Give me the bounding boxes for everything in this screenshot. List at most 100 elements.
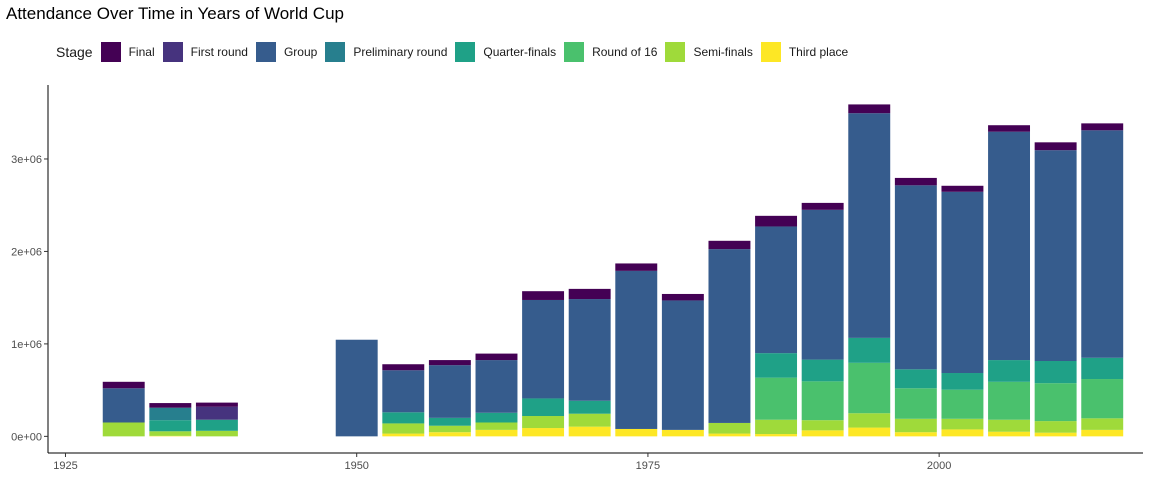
bar-1930-final [102, 381, 145, 389]
bar-2014-group [1081, 130, 1124, 358]
bar-1986-semi-finals [755, 419, 798, 435]
bar-1934-final [149, 403, 192, 408]
bar-1994-third-place [848, 427, 891, 437]
bar-2014-round-of-16 [1081, 379, 1124, 419]
legend-item-quarter-finals: Quarter-finals [455, 42, 556, 62]
bar-1966-final [522, 291, 565, 300]
bar-1990-semi-finals [801, 420, 844, 431]
bar-2002-semi-finals [941, 418, 984, 430]
bar-1970-final [568, 288, 611, 300]
bar-1998-quarter-finals [894, 369, 937, 389]
legend-label-semi-finals: Semi-finals [693, 45, 753, 59]
bar-2006-quarter-finals [988, 360, 1031, 382]
legend-item-first-round: First round [162, 42, 248, 62]
bar-2014-final [1081, 123, 1124, 131]
bar-1962-semi-finals [475, 422, 518, 430]
x-tick-label: 1950 [344, 460, 368, 472]
bar-1962-group [475, 360, 518, 413]
y-tick-label: 1e+06 [11, 339, 42, 351]
bar-2010-quarter-finals [1034, 361, 1077, 384]
x-tick-label: 1925 [53, 460, 77, 472]
bar-1962-third-place [475, 429, 518, 437]
bar-1962-final [475, 353, 518, 361]
x-tick-label: 2000 [927, 460, 951, 472]
y-tick-label: 0e+00 [11, 431, 42, 443]
bar-1958-quarter-finals [428, 417, 471, 426]
bar-1934-quarter-finals [149, 420, 192, 432]
bar-2002-round-of-16 [941, 389, 984, 419]
y-tick-label: 3e+06 [11, 154, 42, 166]
bar-2002-final [941, 185, 984, 192]
bar-1966-group [522, 299, 565, 399]
bar-1962-quarter-finals [475, 412, 518, 423]
bar-1934-preliminary-round [149, 407, 192, 421]
bar-2002-quarter-finals [941, 373, 984, 390]
bar-1958-group [428, 365, 471, 418]
legend-label-quarter-finals: Quarter-finals [483, 45, 557, 59]
bar-1998-final [894, 177, 937, 186]
bar-1954-semi-finals [382, 423, 425, 434]
x-tick-label: 1975 [636, 460, 660, 472]
legend-label-round-of-16: Round of 16 [592, 45, 658, 59]
legend-swatch-quarter-finals [455, 42, 476, 62]
bar-2010-final [1034, 142, 1077, 151]
bar-1990-final [801, 202, 844, 210]
bar-2002-group [941, 191, 984, 374]
bar-2010-round-of-16 [1034, 383, 1077, 422]
bar-1998-third-place [894, 432, 937, 437]
legend: Stage Final First round Group Preliminary r… [56, 40, 856, 64]
legend-items: Final First round Group Preliminary round Qu… [100, 42, 857, 62]
legend-label-preliminary-round: Preliminary round [353, 45, 448, 59]
bar-1998-group [894, 185, 937, 370]
bar-1938-quarter-finals [195, 419, 238, 431]
legend-item-round-of-16: Round of 16 [564, 42, 657, 62]
bar-1982-group [708, 249, 751, 423]
bar-1978-group [661, 300, 704, 430]
legend-title: Stage [56, 44, 93, 60]
bar-1986-group [755, 226, 798, 354]
bar-1930-semi-finals [102, 422, 145, 437]
bar-1982-semi-finals [708, 422, 751, 434]
legend-swatch-third-place [760, 42, 781, 62]
bar-1978-final [661, 293, 704, 301]
legend-item-final: Final [100, 42, 155, 62]
bar-1990-quarter-finals [801, 359, 844, 382]
bar-1966-third-place [522, 428, 565, 437]
bar-1974-group [615, 270, 658, 429]
bar-1958-third-place [428, 432, 471, 437]
bar-1970-quarter-finals [568, 400, 611, 414]
legend-item-group: Group [255, 42, 318, 62]
bar-1938-semi-finals [195, 430, 238, 437]
bar-1938-final [195, 402, 238, 407]
bar-2006-semi-finals [988, 419, 1031, 432]
bar-2006-round-of-16 [988, 381, 1031, 420]
bar-2010-group [1034, 150, 1077, 361]
legend-swatch-round-of-16 [564, 42, 585, 62]
legend-item-preliminary-round: Preliminary round [325, 42, 447, 62]
legend-item-semi-finals: Semi-finals [665, 42, 753, 62]
bar-1978-third-place [661, 429, 704, 437]
bar-1986-final [755, 215, 798, 227]
bar-1954-quarter-finals [382, 412, 425, 424]
bar-1958-final [428, 360, 471, 366]
bar-2014-third-place [1081, 429, 1124, 437]
bar-2006-final [988, 125, 1031, 132]
bar-1938-first-round [195, 406, 238, 420]
bar-1970-third-place [568, 426, 611, 437]
legend-swatch-preliminary-round [325, 42, 346, 62]
bar-1954-third-place [382, 433, 425, 437]
y-tick-label: 2e+06 [11, 246, 42, 258]
legend-label-group: Group [283, 45, 318, 59]
legend-swatch-semi-finals [665, 42, 686, 62]
bar-1994-semi-finals [848, 413, 891, 428]
bar-1966-semi-finals [522, 416, 565, 429]
bar-1998-round-of-16 [894, 388, 937, 419]
bar-1950-group [335, 339, 378, 437]
bar-2006-group [988, 131, 1031, 361]
bar-1982-final [708, 240, 751, 250]
legend-item-third-place: Third place [760, 42, 848, 62]
bar-1958-semi-finals [428, 425, 471, 433]
bar-1954-final [382, 364, 425, 371]
bar-1974-third-place [615, 428, 658, 437]
